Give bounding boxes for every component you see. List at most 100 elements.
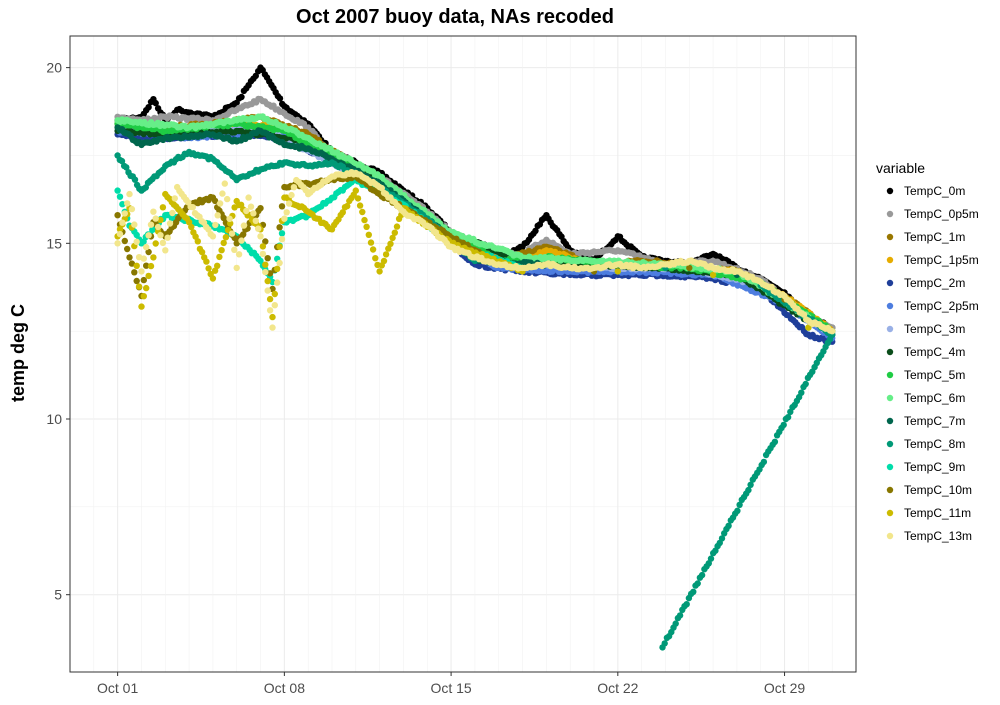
data-point [257,233,264,240]
data-point [659,644,666,651]
data-point [238,237,245,244]
series-layer [114,64,836,651]
x-tick-label: Oct 15 [430,680,471,696]
data-point [274,279,281,286]
legend-label: TempC_1m [904,230,965,244]
data-point [264,277,271,285]
x-tick-label: Oct 01 [97,680,138,696]
data-point [114,240,121,247]
data-point [378,184,385,192]
data-point [266,270,274,277]
data-point [124,200,131,207]
data-point [143,243,150,251]
data-point [255,225,262,232]
y-tick-label: 10 [46,411,62,427]
data-point [614,268,621,275]
data-point [266,307,274,314]
data-point [727,517,734,524]
data-point [710,549,717,557]
data-point [214,212,221,219]
data-point [121,237,128,245]
data-point [138,268,145,275]
data-point [240,231,247,238]
legend-key [886,325,894,333]
data-point [162,247,169,254]
data-point [747,481,754,488]
legend-label: TempC_4m [904,345,965,359]
data-point [257,205,264,212]
data-point [221,180,228,187]
data-point [128,205,136,213]
data-point [800,311,808,318]
data-point [114,187,121,194]
data-point [372,255,379,262]
data-point [276,95,284,102]
data-point [281,215,288,222]
data-point [154,223,162,231]
chart-title: Oct 2007 buoy data, NAs recoded [296,6,614,28]
legend-key [886,417,894,425]
data-point [271,302,278,309]
data-point [245,194,252,201]
data-point [736,501,743,508]
legend-label: TempC_3m [904,322,965,336]
data-point [257,257,264,265]
series-TempC_13m [114,169,836,335]
data-point [367,239,375,246]
data-point [124,245,131,253]
data-point [116,193,124,200]
data-point [116,230,124,238]
legend-key [886,210,894,218]
data-point [250,210,257,217]
data-point [159,239,167,246]
y-tick-label: 20 [46,60,62,76]
data-point [269,313,276,321]
data-point [219,190,226,197]
data-point [133,238,140,245]
data-point [152,215,159,222]
data-point [205,265,212,272]
data-point [209,233,217,240]
legend-label: TempC_11m [904,506,971,520]
data-point [749,476,756,483]
legend-key [886,302,894,310]
y-tick-label: 5 [54,587,62,603]
data-point [220,214,227,222]
legend-label: TempC_8m [904,437,965,451]
x-tick-label: Oct 29 [764,680,805,696]
data-point [121,210,128,217]
data-point [354,195,362,202]
data-point [679,606,686,613]
data-point [380,257,388,265]
legend-label: TempC_0m [904,184,965,198]
data-point [701,566,708,573]
data-point [216,200,224,207]
data-point [220,239,227,247]
data-point [738,496,745,503]
data-point [359,208,366,216]
data-point [159,204,167,211]
gridlines [69,36,857,672]
data-point [189,204,196,211]
data-point [119,219,126,226]
legend-key [886,279,894,287]
legend-key [886,509,894,517]
data-point [238,93,245,101]
legend: variable TempC_0mTempC_0p5mTempC_1mTempC… [876,160,979,543]
data-point [188,223,195,231]
legend-label: TempC_2p5m [904,299,979,313]
data-point [203,258,210,265]
legend-key [886,348,894,356]
data-point [276,259,283,267]
legend-label: TempC_5m [904,368,965,382]
data-point [829,328,836,335]
data-point [164,234,171,241]
legend-title: variable [876,160,925,176]
legend-key [886,440,894,448]
data-point [532,227,539,234]
data-point [787,408,794,416]
data-point [228,230,236,237]
data-point [259,250,267,258]
